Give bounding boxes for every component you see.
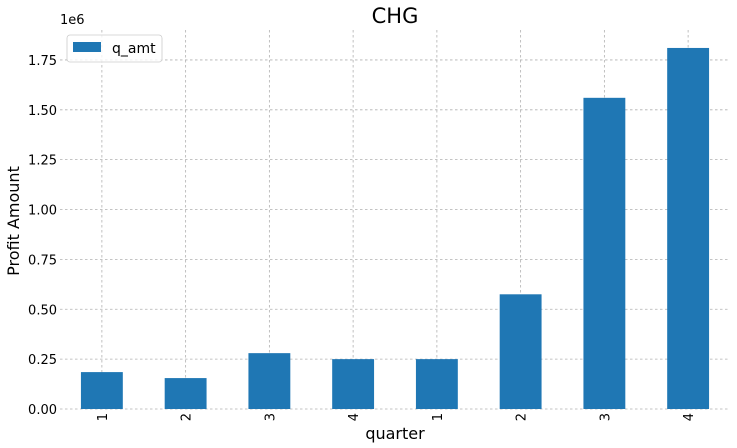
y-scale-label: 1e6 [60,13,85,28]
legend-frame [66,34,163,63]
y-tick-label: 1.25 [28,154,57,169]
bar [415,359,458,409]
grid [60,30,730,410]
bar [248,353,291,409]
y-tick-label: 0.75 [28,253,57,268]
y-axis-ticks: 0.00 0.25 0.50 0.75 1.00 1.25 1.50 1.75 [28,54,57,418]
x-tick-label: 1 [431,413,446,421]
bar [80,372,123,409]
bar [667,47,710,409]
chart-title: CHG [372,4,419,28]
bar [332,359,375,409]
bars [80,47,710,410]
bar [583,97,626,410]
y-tick-label: 1.75 [28,54,57,69]
x-tick-label: 2 [180,413,195,421]
y-tick-label: 1.00 [28,204,57,219]
x-tick-label: 4 [347,413,362,421]
y-tick-label: 0.50 [28,303,57,318]
bar [499,294,542,409]
x-tick-label: 4 [682,413,697,421]
x-tick-label: 1 [96,413,111,421]
legend-label: q_amt [112,41,156,57]
x-axis-label: quarter [365,424,425,443]
y-tick-label: 0.25 [28,353,57,368]
y-axis-label: Profit Amount [4,166,23,276]
y-tick-label: 1.50 [28,104,57,119]
legend: q_amt [66,34,163,63]
bar [164,378,207,409]
x-tick-label: 2 [515,413,530,421]
y-tick-label: 0.00 [28,403,57,418]
x-tick-label: 3 [263,413,278,421]
x-tick-label: 3 [598,413,613,421]
x-axis-ticks: 1 2 3 4 1 2 3 4 [96,413,697,421]
legend-swatch [73,42,101,52]
